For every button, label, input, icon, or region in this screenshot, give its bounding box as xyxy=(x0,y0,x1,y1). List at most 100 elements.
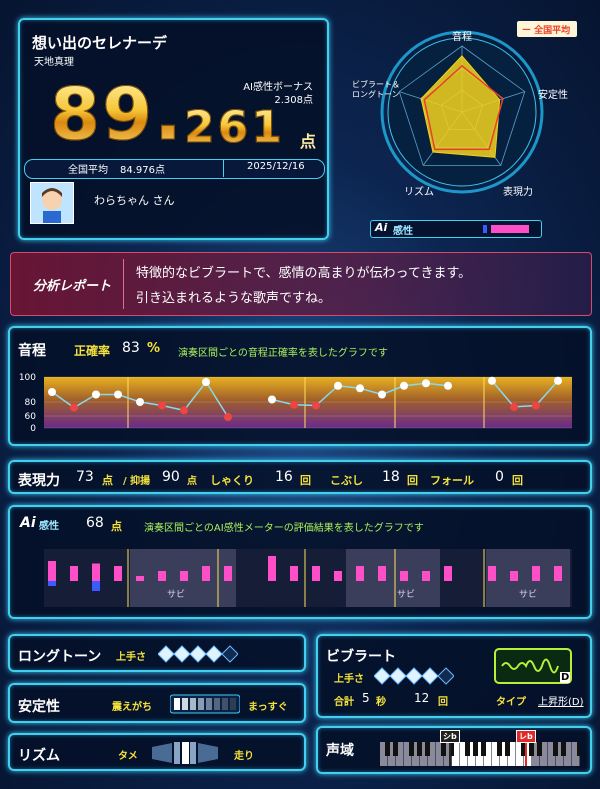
ai-bar xyxy=(136,576,144,581)
longtone-label: ロングトーン xyxy=(18,649,102,665)
skill-diamonds xyxy=(158,645,238,663)
vibrato-type: 上昇形(D) xyxy=(538,697,584,708)
black-key xyxy=(561,742,566,756)
avatar-icon xyxy=(42,188,62,223)
black-key xyxy=(497,742,502,756)
ai-description: 演奏区間ごとのAI感性メーターの評価結果を表したグラフです xyxy=(144,523,424,534)
expression-score: 73 xyxy=(76,469,94,485)
ai-bar xyxy=(202,566,210,581)
white-key xyxy=(492,742,500,766)
ai-bonus-label: AI感性ボーナス xyxy=(243,82,313,93)
white-key xyxy=(572,742,580,766)
fall: 0 xyxy=(495,469,504,485)
chorus-label: サビ xyxy=(167,589,185,600)
skill-label: 上手さ xyxy=(116,652,146,663)
range-label: 声域 xyxy=(326,743,354,759)
rhythm-right: 走り xyxy=(234,751,254,762)
ai-bar-negative xyxy=(48,581,56,586)
white-key xyxy=(420,742,428,766)
white-key xyxy=(540,742,548,766)
ai-bar xyxy=(48,561,56,581)
white-key xyxy=(500,742,508,766)
pitch-point xyxy=(92,390,100,399)
rhythm-left: タメ xyxy=(118,751,138,762)
white-key xyxy=(524,742,532,766)
vibrato-count: 12 xyxy=(414,691,430,705)
intonation: 90 xyxy=(162,469,180,485)
chorus-label: サビ xyxy=(397,589,415,600)
radar-axis-label: 表現力 xyxy=(503,187,533,198)
report-label: 分析レポート xyxy=(33,279,112,294)
vibrato-panel: ビブラート 上手さ 合計 5 秒 12 回 D タイプ 上昇形(D) xyxy=(316,634,592,718)
ai-meter-pink xyxy=(491,225,529,233)
ai-bar xyxy=(312,566,320,581)
white-key xyxy=(476,742,484,766)
ai-bar xyxy=(356,566,364,581)
kobushi-label: こぶし xyxy=(330,474,363,487)
info-bar xyxy=(24,159,325,179)
y-tick-label: 80 xyxy=(25,398,37,408)
y-tick-label: 60 xyxy=(25,412,37,422)
ai-bar xyxy=(114,566,122,581)
ai-bar xyxy=(400,571,408,581)
pitch-chart: 100 80 60 0 xyxy=(19,373,572,434)
unit: 点 xyxy=(102,474,113,487)
black-key xyxy=(465,742,470,756)
ai-bar xyxy=(378,566,386,581)
type-label: タイプ xyxy=(496,697,526,708)
pitch-point xyxy=(290,400,298,409)
radar-grid xyxy=(398,45,526,166)
rhythm-meter xyxy=(152,742,218,764)
radar-ring xyxy=(380,30,544,194)
pitch-description: 演奏区間ごとの音程正確率を表したグラフです xyxy=(178,348,388,359)
stability-right: まっすぐ xyxy=(248,702,288,713)
black-key xyxy=(537,742,542,756)
keyboard xyxy=(380,742,580,766)
chorus-label: サビ xyxy=(519,589,537,600)
expression-panel: 表現力 73 点 / 抑揚 90 点 しゃくり 16 回 こぶし 18 回 フォ… xyxy=(8,460,592,494)
pitch-label: 音程 xyxy=(18,343,46,359)
intonation-label: / 抑揚 xyxy=(123,476,151,487)
rhythm-panel: リズム タメ 走り xyxy=(8,733,306,771)
radar-axis-label: 音程 xyxy=(452,32,472,43)
black-key xyxy=(409,742,414,756)
report-panel: 分析レポート 特徴的なビブラートで、感情の高まりが伝わってきます。 引き込まれる… xyxy=(10,252,592,316)
black-key xyxy=(449,742,454,756)
ai-bar xyxy=(488,566,496,581)
white-key xyxy=(468,742,476,766)
divider xyxy=(223,159,224,177)
pitch-point xyxy=(114,390,122,399)
white-key xyxy=(396,742,404,766)
black-key xyxy=(393,742,398,756)
ai-bar xyxy=(180,571,188,581)
white-key xyxy=(428,742,436,766)
white-key xyxy=(548,742,556,766)
artist: 天地真理 xyxy=(34,57,74,68)
ai-label: 感性 xyxy=(39,521,59,532)
longtone-panel: ロングトーン 上手さ xyxy=(8,634,306,672)
pitch-point xyxy=(202,378,210,386)
pitch-point xyxy=(180,406,188,415)
pitch-point xyxy=(488,376,496,385)
black-key xyxy=(577,742,580,756)
ai-bar-negative xyxy=(92,581,100,591)
pitch-point xyxy=(224,413,232,421)
user-name: わらちゃん さん xyxy=(94,194,175,207)
score-panel: 想い出のセレナーデ 天地真理 AI感性ボーナス 2.308点 89. 261 点… xyxy=(18,18,329,240)
y-tick-label: 0 xyxy=(30,424,36,434)
total-label: 合計 xyxy=(334,697,354,708)
shakuri-label: しゃくり xyxy=(210,474,254,487)
black-key xyxy=(481,742,486,756)
accuracy-unit: % xyxy=(147,341,161,356)
ai-meter: Ai 感性 xyxy=(370,220,542,238)
white-key xyxy=(564,742,572,766)
radar-axis-label: ビブラート＆ロングトーン xyxy=(352,80,400,99)
unit: 回 xyxy=(407,474,418,487)
pitch-point xyxy=(444,381,452,390)
fall-label: フォール xyxy=(430,474,474,487)
radar-axis-label: 安定性 xyxy=(538,90,568,101)
stability-panel: 安定性 震えがち まっすぐ xyxy=(8,683,306,723)
pitch-point xyxy=(356,384,364,393)
expression-label: 表現力 xyxy=(18,473,60,489)
